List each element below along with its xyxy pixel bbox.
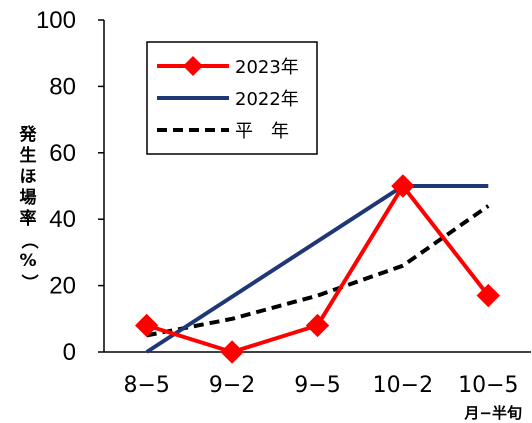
y-tick-label: 40 <box>49 206 76 233</box>
x-tick-labels: 8−5 9−2 9−5 10−2 10−5 <box>123 373 518 398</box>
y-tick-label: 60 <box>49 140 76 167</box>
x-tick-label: 10−2 <box>373 373 433 398</box>
x-tick-label: 8−5 <box>123 373 169 398</box>
legend-label: 2022年 <box>235 89 299 110</box>
y-axis-label-char: ほ <box>19 167 37 187</box>
series-line-3 <box>146 204 490 338</box>
data-point <box>305 313 330 338</box>
y-axis-label-char: ） <box>18 274 39 291</box>
data-point <box>220 340 244 364</box>
y-tick-label: 20 <box>49 273 76 300</box>
x-tick-label: 9−2 <box>209 373 255 398</box>
y-axis-label-char: 発 <box>19 125 37 145</box>
data-point <box>391 174 415 198</box>
y-axis-label-char: （ <box>18 232 39 249</box>
x-tick-label: 9−5 <box>294 373 340 398</box>
data-point <box>134 313 159 338</box>
x-tick-label: 10−5 <box>458 373 518 398</box>
y-axis-label: 発生ほ場率 （% ） <box>17 125 39 293</box>
y-axis-label-char: % <box>19 251 37 271</box>
legend-label: 2023年 <box>235 57 299 78</box>
y-axis-label-char: 生 <box>19 146 37 166</box>
x-axis-label: 月−半旬 <box>464 404 522 422</box>
y-axis-label-char: 率 <box>19 209 37 229</box>
legend-label: 平 年 <box>235 121 289 142</box>
y-tick-label: 100 <box>36 7 76 34</box>
data-point <box>476 283 501 308</box>
y-axis-label-char: 場 <box>19 188 37 208</box>
y-tick-label: 0 <box>63 339 76 366</box>
axes <box>98 19 531 353</box>
legend-marker <box>183 56 203 76</box>
y-tick-label: 80 <box>49 73 76 100</box>
y-tick-labels: 0 20 40 60 80 100 <box>36 7 76 366</box>
series-lines <box>134 174 501 364</box>
